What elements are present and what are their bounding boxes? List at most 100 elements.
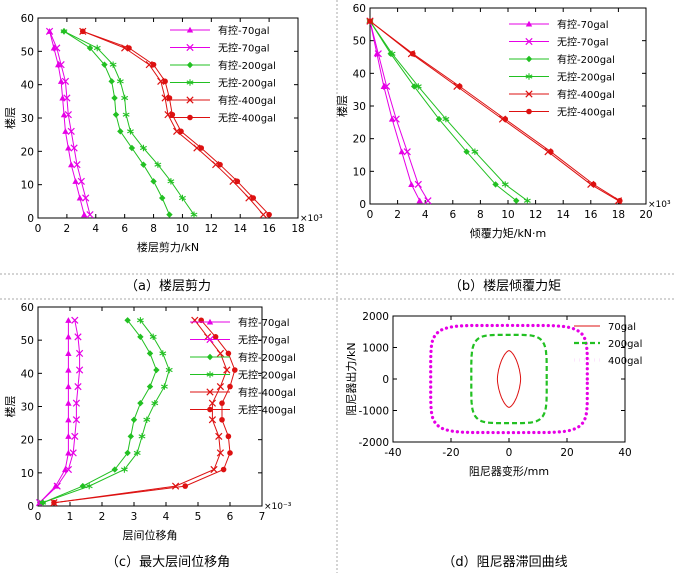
legend-label: 无控-200gal [218, 77, 276, 90]
data-point [149, 333, 157, 341]
data-point [69, 449, 77, 457]
y-tick-label: 40 [21, 368, 34, 380]
x-tick-label: 4 [422, 209, 429, 221]
data-point [67, 127, 75, 135]
data-point [65, 433, 72, 439]
data-point [367, 18, 373, 24]
legend-marker [206, 388, 214, 396]
data-point [65, 383, 72, 390]
data-point [217, 161, 223, 168]
data-point [65, 399, 72, 406]
data-point [471, 148, 479, 155]
y-axis-label: 楼层 [3, 396, 17, 418]
data-point [101, 61, 108, 68]
data-point [71, 432, 79, 440]
data-point [136, 317, 144, 324]
data-point [182, 483, 188, 489]
y-tick-label: 30 [21, 402, 34, 414]
legend-label: 有控-70gal [218, 24, 270, 37]
data-point [208, 399, 217, 407]
series-line [53, 319, 236, 504]
series-line [49, 31, 85, 215]
legend-marker [206, 353, 214, 361]
legend-label: 无控-400gal [238, 404, 296, 417]
data-point [75, 349, 84, 358]
y-tick-label: 50 [21, 46, 34, 58]
data-point [120, 466, 128, 473]
data-point [145, 61, 153, 69]
caption-c: （c）最大层间位移角 [106, 555, 230, 570]
data-point [65, 317, 72, 323]
data-point [463, 148, 470, 155]
data-point [414, 180, 422, 189]
x-tick-label: 14 [234, 223, 248, 235]
legend-label: 有控-400gal [218, 94, 276, 107]
data-point [65, 449, 72, 456]
data-point [374, 50, 382, 58]
x-tick-label: 18 [291, 223, 304, 235]
data-point [79, 28, 86, 35]
legend-label: 有控-400gal [557, 88, 615, 101]
y-tick-label: 2000 [362, 311, 389, 323]
data-point [65, 333, 72, 340]
data-point [382, 82, 391, 91]
y-tick-label: 0 [27, 213, 34, 225]
legend-marker [186, 26, 194, 33]
x-tick-label: 20 [560, 447, 573, 459]
legend-marker [186, 96, 194, 104]
x-tick-label: 16 [584, 209, 598, 221]
data-point [216, 449, 225, 457]
x-tick-label: 6 [449, 209, 456, 221]
y-tick-label: 10 [21, 468, 34, 480]
data-point [65, 350, 72, 356]
x-tick-label: 10 [501, 209, 514, 221]
legend-label: 无控-400gal [218, 112, 276, 125]
y-tick-label: 20 [21, 435, 34, 447]
legend-label: 有控-200gal [218, 59, 276, 72]
x-tick-label: 0 [506, 447, 513, 459]
data-point [59, 94, 66, 101]
data-point [590, 181, 597, 188]
hysteresis-loop-400gal [429, 323, 589, 435]
data-point [547, 148, 554, 155]
x-tick-label: 12 [529, 209, 542, 221]
x-tick-label: 14 [557, 209, 571, 221]
data-point [70, 144, 78, 152]
legend-marker [186, 43, 194, 52]
data-point [259, 211, 267, 219]
x-axis-label: 倾覆力矩/kN·m [470, 227, 547, 240]
legend-label: 200gal [608, 339, 642, 350]
y-tick-label: 20 [21, 146, 34, 158]
data-point [116, 78, 124, 85]
hysteresis-loop-70gal [496, 350, 522, 408]
data-point [65, 416, 72, 423]
y-axis-label: 楼层 [3, 107, 17, 129]
legend-label: 有控-200gal [238, 351, 296, 364]
legend-label: 无控-70gal [238, 334, 290, 347]
x-tick-label: 0 [35, 511, 42, 523]
y-tick-label: 60 [21, 13, 34, 25]
data-point [153, 366, 160, 374]
data-point [408, 181, 415, 187]
data-point [166, 95, 173, 101]
legend-label: 70gal [608, 322, 636, 333]
data-point [219, 416, 225, 423]
series-line [63, 30, 195, 215]
legend-label: 无控-200gal [557, 71, 615, 84]
data-point [227, 450, 233, 456]
y-tick-label: -1000 [358, 406, 389, 418]
data-point [137, 333, 144, 341]
legend-label: 无控-70gal [218, 42, 270, 55]
legend-marker [525, 37, 533, 46]
y-tick-label: 60 [21, 302, 34, 314]
data-point [456, 83, 463, 90]
data-point [150, 61, 157, 68]
y-tick-label: 10 [353, 166, 366, 178]
y-tick-label: 0 [359, 199, 366, 211]
x-tick-label: 8 [477, 209, 484, 221]
y-tick-label: 50 [21, 335, 34, 347]
data-point [151, 399, 159, 407]
data-point [215, 432, 223, 440]
data-point [65, 144, 72, 151]
x-tick-label: 18 [612, 209, 625, 221]
